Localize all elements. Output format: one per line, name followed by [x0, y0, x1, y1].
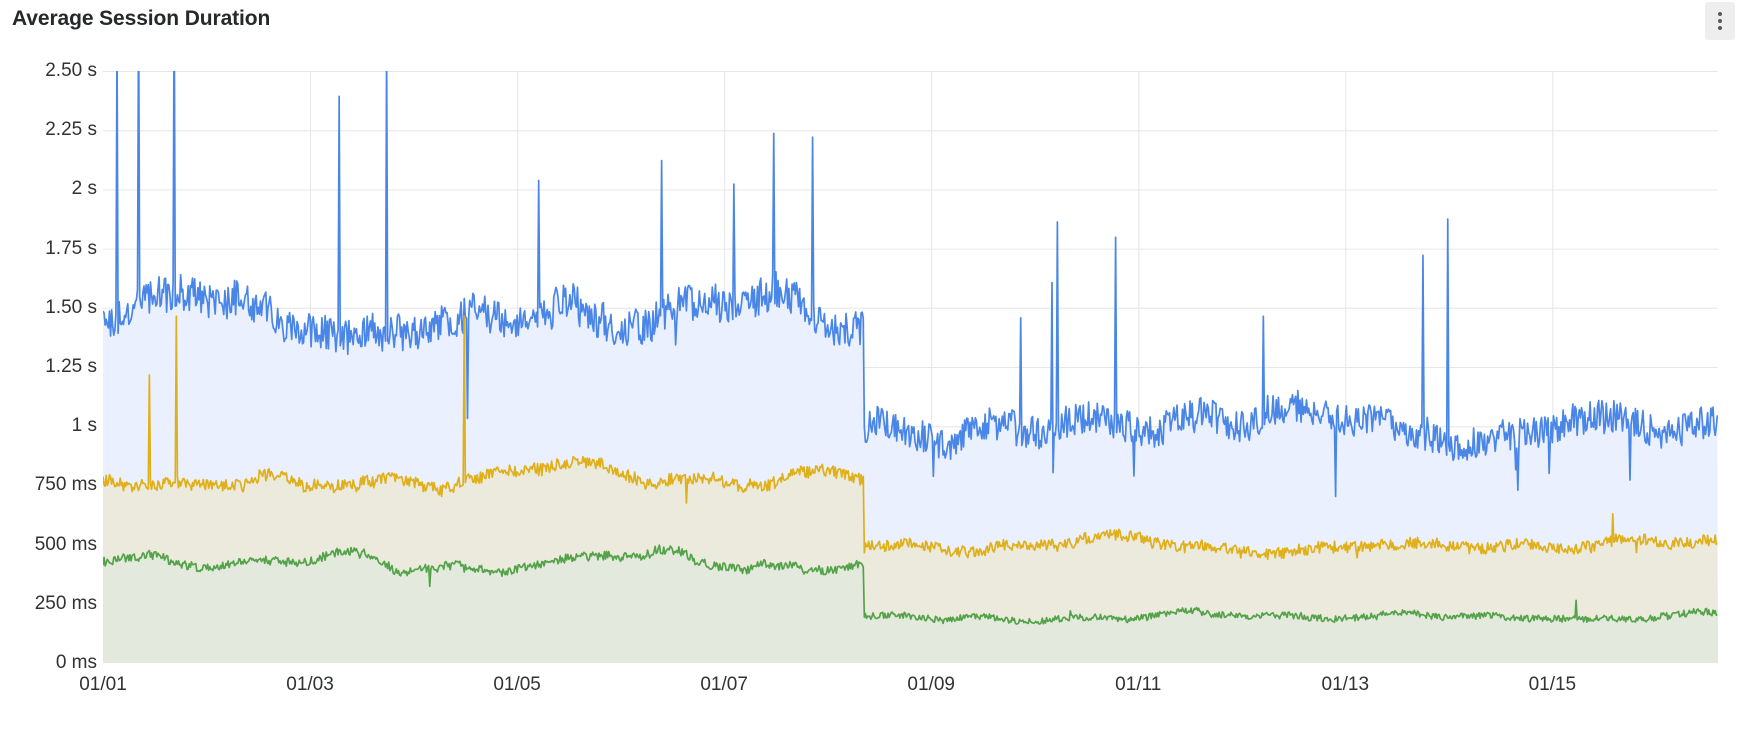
x-axis-tick-label: 01/07 — [700, 674, 748, 695]
y-axis-tick-label: 0 ms — [55, 652, 97, 673]
y-axis-tick-label: 500 ms — [34, 533, 97, 555]
plot-canvas[interactable] — [103, 71, 1718, 663]
series-line-p95 — [103, 71, 1718, 498]
x-axis-tick-label: 01/15 — [1528, 674, 1577, 695]
kebab-dot-2 — [1718, 19, 1722, 23]
x-axis-tick-label: 01/13 — [1321, 674, 1370, 695]
chart-area: 0 ms 250 ms 500 ms 750 ms 1 s 1.25 s 1.50 s 1.7… — [0, 46, 1746, 734]
series-line-p75 — [103, 315, 1718, 561]
y-axis-tick-label: 2.50 s — [45, 60, 97, 81]
x-axis-tick-label: 01/03 — [286, 674, 334, 695]
x-axis-tick-label: 01/09 — [907, 674, 955, 695]
y-axis-tick-label: 1.75 s — [45, 237, 97, 259]
x-axis-tick-label: 01/01 — [79, 674, 127, 695]
panel-header: Average Session Duration — [0, 0, 1746, 46]
kebab-dot-3 — [1718, 26, 1722, 30]
series-line-p50 — [103, 544, 1718, 625]
y-axis-tick-label: 1 s — [71, 415, 97, 437]
y-axis-tick-label: 2 s — [71, 178, 97, 200]
y-axis-tick-label: 2.25 s — [45, 119, 97, 141]
x-axis: 01/01 01/03 01/05 01/07 01/09 01/11 01/13 01/15 — [79, 674, 1718, 708]
kebab-menu-icon[interactable] — [1705, 2, 1735, 40]
page-title: Average Session Duration — [12, 7, 271, 30]
x-axis-tick-label: 01/11 — [1115, 674, 1162, 695]
y-axis: 0 ms 250 ms 500 ms 750 ms 1 s 1.25 s 1.50 s 1.7… — [0, 60, 97, 673]
y-axis-tick-label: 1.50 s — [45, 296, 97, 318]
y-axis-tick-label: 750 ms — [34, 474, 97, 496]
series-p50 — [103, 544, 1718, 663]
y-axis-tick-label: 1.25 s — [45, 356, 97, 377]
y-axis-tick-label: 250 ms — [34, 592, 97, 614]
kebab-dot-1 — [1718, 12, 1722, 16]
chart-svg — [103, 71, 1718, 663]
x-axis-tick-label: 01/05 — [493, 674, 541, 695]
